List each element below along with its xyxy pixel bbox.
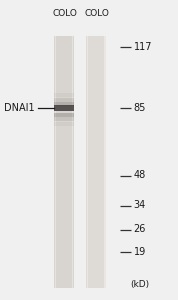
Bar <box>86 36 106 288</box>
Text: (kD): (kD) <box>130 280 149 290</box>
Text: 48: 48 <box>134 170 146 181</box>
Bar <box>54 117 74 121</box>
Text: 85: 85 <box>134 103 146 113</box>
Text: 34: 34 <box>134 200 146 211</box>
Bar <box>54 102 74 106</box>
Text: COLO: COLO <box>85 9 109 18</box>
Text: COLO: COLO <box>53 9 77 18</box>
Bar <box>54 113 74 117</box>
Bar <box>54 122 74 126</box>
Bar <box>54 98 74 102</box>
Bar <box>104 36 106 288</box>
Bar <box>54 93 74 97</box>
Text: 117: 117 <box>134 41 152 52</box>
Text: DNAI1: DNAI1 <box>4 103 34 113</box>
Bar <box>54 105 74 111</box>
Bar <box>54 36 74 288</box>
Bar <box>87 36 88 288</box>
Bar <box>72 36 74 288</box>
Text: 26: 26 <box>134 224 146 235</box>
Bar <box>55 36 56 288</box>
Text: 19: 19 <box>134 247 146 257</box>
